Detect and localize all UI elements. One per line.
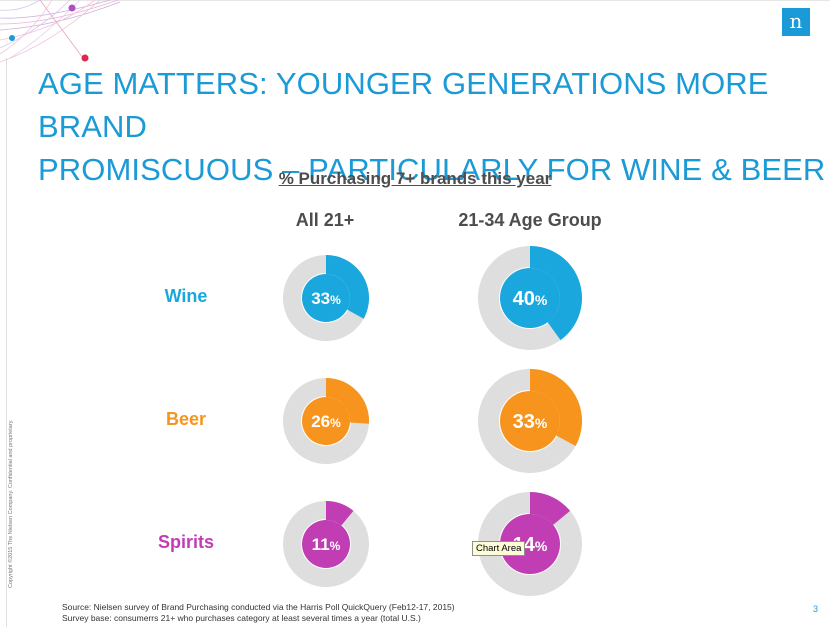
- donut-wine-col0: 33%: [283, 255, 369, 341]
- deco-dot-blue: [9, 35, 15, 41]
- donut-value-label: 33%: [513, 411, 548, 433]
- row-label-beer: Beer: [165, 409, 207, 429]
- donut-segment-beer-col0: [326, 378, 370, 424]
- title-line-1: AGE MATTERS: YOUNGER GENERATIONS MORE BR…: [38, 66, 769, 144]
- survey-base-note: Survey base: consumerrs 21+ who purchase…: [62, 613, 421, 623]
- donut-segment-beer-col1: [530, 369, 582, 447]
- column-header-all-21: All 21+: [295, 210, 355, 230]
- nielsen-logo: n: [782, 8, 810, 36]
- chart-area-tooltip: Chart Area: [472, 541, 526, 556]
- deco-dot-purple: [68, 4, 76, 12]
- column-header-21-34: 21-34 Age Group: [458, 210, 602, 230]
- source-note: Source: Nielsen survey of Brand Purchasi…: [62, 602, 455, 612]
- chart-title: % Purchasing 7+ brands this year: [278, 169, 552, 188]
- donut-beer-col0: 26%: [283, 378, 370, 464]
- top-border: [0, 0, 830, 1]
- donut-segment-wine-col1: [530, 246, 582, 341]
- copyright-note: Copyright ©2015 The Nielsen Company. Con…: [8, 419, 14, 588]
- donut-segment-spirits-col1: [530, 492, 571, 525]
- row-label-spirits: Spirits: [157, 532, 214, 552]
- donut-center: [302, 397, 350, 445]
- title-line-2: PROMISCUOUS – PARTICULARLY FOR WINE & BE…: [38, 152, 826, 187]
- donut-beer-col1: 33%: [478, 369, 582, 473]
- page-number: 3: [813, 604, 819, 614]
- donut-segment-wine-col0: [326, 255, 369, 319]
- donut-center: [302, 274, 350, 322]
- left-border: [6, 58, 7, 627]
- row-label-wine: Wine: [164, 286, 208, 306]
- donut-center: [500, 268, 560, 328]
- donut-spirits-col1: 14%: [478, 492, 582, 596]
- donut-segment-spirits-col0: [326, 501, 354, 526]
- slide-title: AGE MATTERS: YOUNGER GENERATIONS MORE BR…: [38, 62, 828, 191]
- donut-center: [500, 514, 560, 574]
- deco-dot-red: [81, 54, 89, 62]
- donut-wine-col1: 40%: [478, 246, 582, 350]
- donut-center: [302, 520, 350, 568]
- donut-value-label: 33%: [311, 289, 341, 308]
- donut-value-label: 11%: [312, 535, 341, 554]
- donut-center: [500, 391, 560, 451]
- decorative-curves: [0, 0, 120, 63]
- donut-spirits-col0: 11%: [283, 501, 369, 587]
- donut-value-label: 26%: [311, 412, 341, 431]
- donut-value-label: 40%: [513, 288, 548, 310]
